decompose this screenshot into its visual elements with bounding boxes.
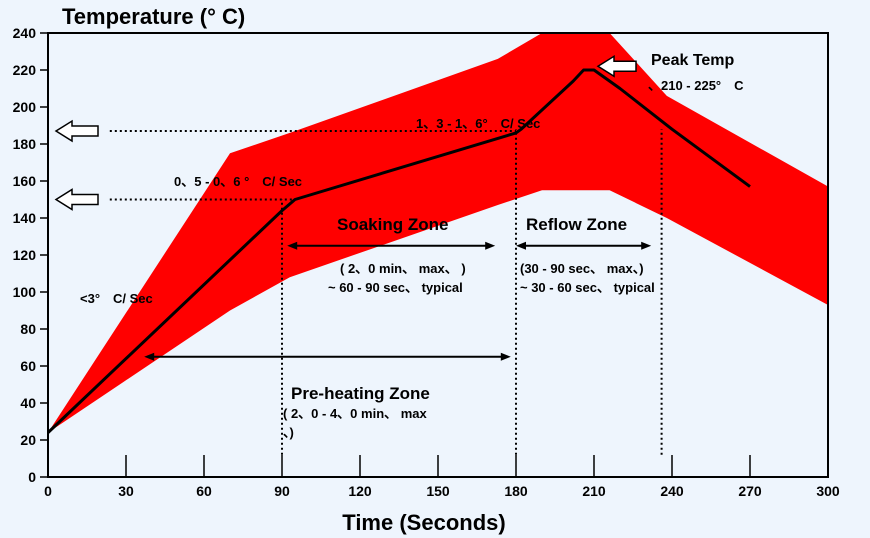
- chart-title: Temperature (° C): [62, 4, 245, 29]
- x-tick-label: 90: [274, 483, 290, 499]
- range-head-left-2: [516, 241, 526, 250]
- y-tick-label: 40: [20, 395, 36, 411]
- reflow-zone-line1: (30 - 90 sec、 max、): [520, 261, 644, 276]
- y-tick-label: 220: [13, 62, 37, 78]
- x-axis-label: Time (Seconds): [342, 510, 505, 535]
- y-tick-label: 180: [13, 136, 37, 152]
- arrow-icon-peak: [596, 54, 637, 78]
- preheating-zone-line1: ( 2、0 - 4、0 min、 max: [283, 406, 428, 421]
- soaking-zone-title: Soaking Zone: [337, 215, 448, 234]
- range-head-right-2: [641, 241, 652, 250]
- range-head-right-1: [485, 241, 496, 250]
- y-tick-label: 100: [13, 284, 37, 300]
- y-tick-label: 0: [28, 469, 36, 485]
- y-tick-label: 20: [20, 432, 36, 448]
- range-head-left-1: [287, 241, 298, 250]
- ramp2-label: 0、5 - 0、6 ° C/ Sec: [174, 174, 302, 189]
- y-tick-label: 240: [13, 25, 37, 41]
- preheating-zone-title: Pre-heating Zone: [291, 384, 430, 403]
- range-head-right-0: [500, 352, 511, 361]
- y-tick-label: 120: [13, 247, 37, 263]
- x-tick-label: 300: [816, 483, 840, 499]
- profile-line: [46, 68, 751, 434]
- preheating-zone-line2: 、): [283, 425, 294, 440]
- arrow-icon-ramp3: [54, 119, 99, 143]
- x-tick-label: 150: [426, 483, 450, 499]
- ramp1-label: <3° C/ Sec: [80, 291, 153, 306]
- y-tick-label: 200: [13, 99, 37, 115]
- peak-temp-range: 、210 - 225° C: [648, 78, 744, 93]
- peak-temp-title: Peak Temp: [651, 52, 735, 69]
- x-tick-label: 120: [348, 483, 372, 499]
- soaking-zone-line1: ( 2、0 min、 max、 ): [340, 261, 466, 276]
- x-tick-label: 0: [44, 483, 52, 499]
- soaking-zone-line2: ~ 60 - 90 sec、 typical: [328, 280, 463, 295]
- reflow-zone-line2: ~ 30 - 60 sec、 typical: [520, 280, 655, 295]
- x-tick-label: 240: [660, 483, 684, 499]
- x-tick-label: 60: [196, 483, 212, 499]
- y-tick-label: 160: [13, 173, 37, 189]
- reflow-zone-title: Reflow Zone: [526, 215, 627, 234]
- arrow-icon-ramp2: [54, 188, 99, 211]
- ramp3-label: 1、3 - 1、6° C/ Sec: [416, 116, 540, 131]
- y-tick-label: 140: [13, 210, 37, 226]
- y-tick-label: 80: [20, 321, 36, 337]
- range-head-left-0: [144, 352, 155, 361]
- y-tick-label: 60: [20, 358, 36, 374]
- x-tick-label: 30: [118, 483, 134, 499]
- tolerance-band: [48, 33, 828, 433]
- x-tick-label: 180: [504, 483, 528, 499]
- x-tick-label: 210: [582, 483, 606, 499]
- x-tick-label: 270: [738, 483, 762, 499]
